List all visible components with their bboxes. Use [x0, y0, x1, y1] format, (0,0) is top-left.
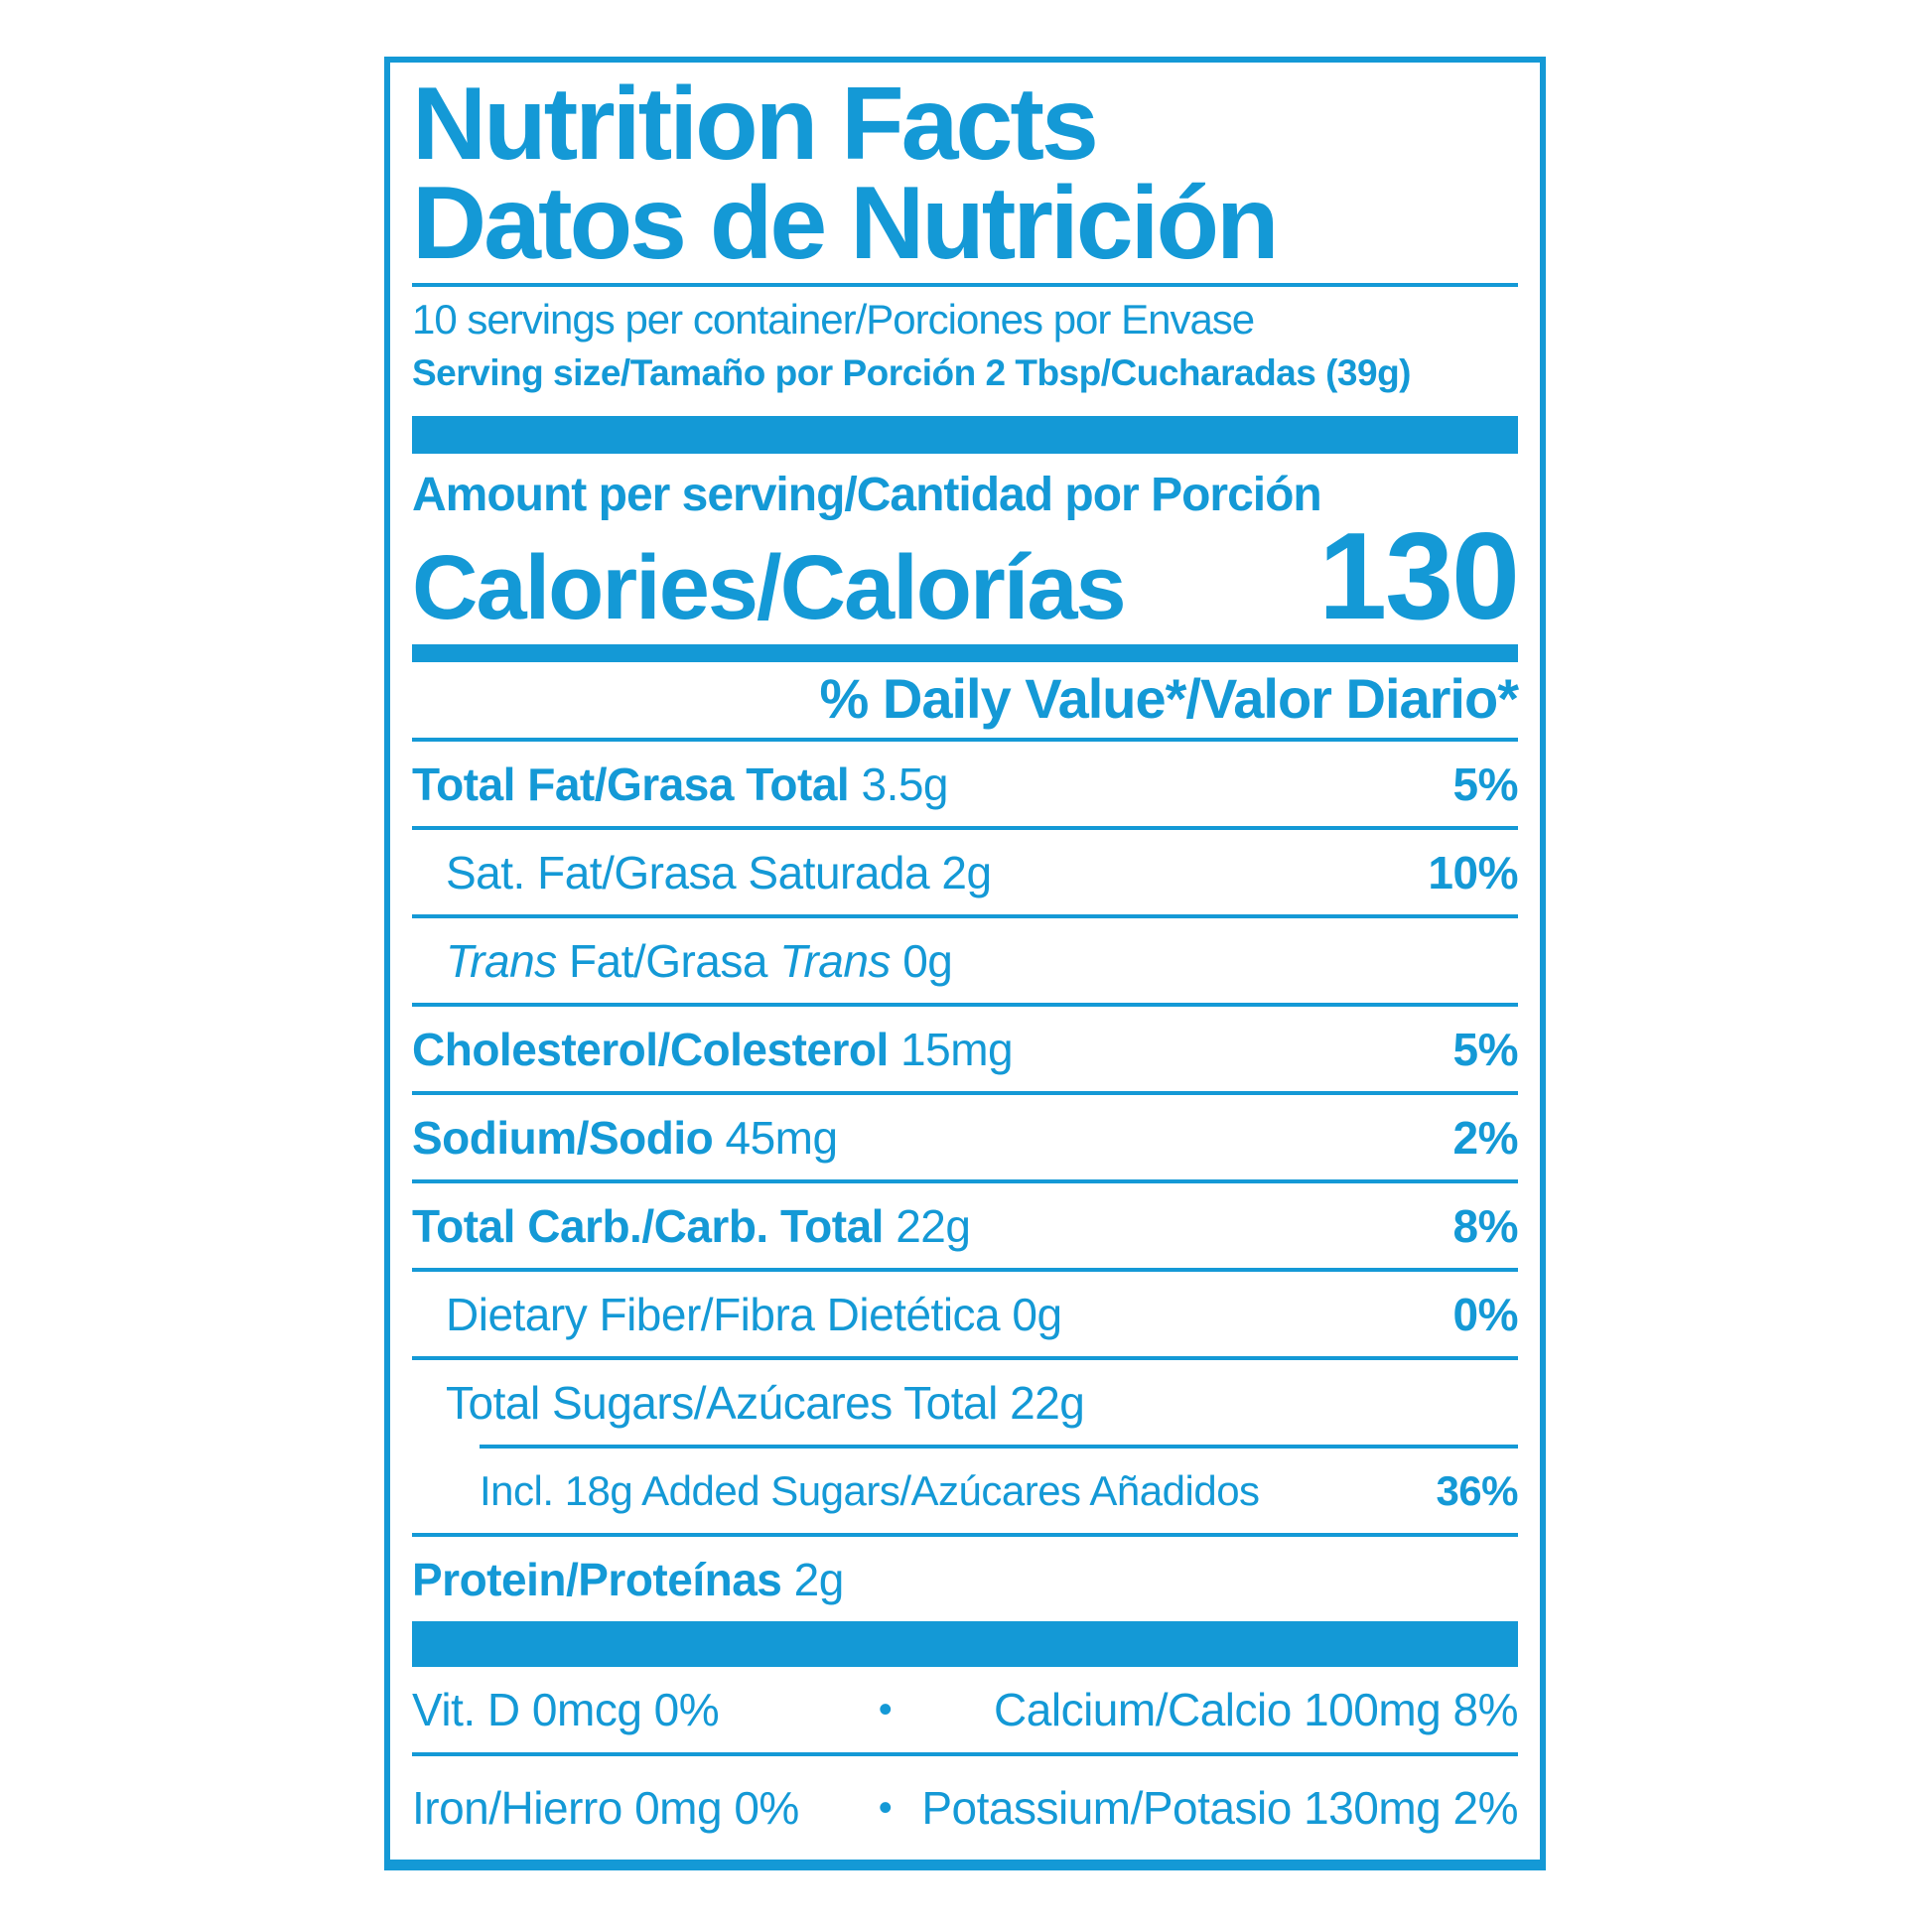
- nutrient-label: Sat. Fat/Grasa Saturada 2g: [446, 846, 992, 898]
- row-divider: [412, 1091, 1518, 1095]
- nutrient-row-total-sugars: Total Sugars/Azúcares Total 22g: [412, 1360, 1518, 1445]
- nutrient-row-trans-fat: Trans Fat/Grasa Trans 0g: [412, 918, 1518, 1003]
- nutrient-label: Dietary Fiber/Fibra Dietética 0g: [446, 1288, 1062, 1340]
- nutrient-label: Sodium/Sodio 45mg: [412, 1111, 838, 1164]
- nutrient-label: Total Sugars/Azúcares Total 22g: [446, 1376, 1085, 1429]
- nutrient-row-sodium: Sodium/Sodio 45mg 2%: [412, 1095, 1519, 1179]
- nutrient-row-added-sugars: Incl. 18g Added Sugars/Azúcares Añadidos…: [412, 1449, 1518, 1533]
- nutrient-row-total-fat: Total Fat/Grasa Total 3.5g 5%: [412, 742, 1519, 826]
- daily-value-percent: 8%: [1452, 1199, 1519, 1252]
- daily-value-percent: 36%: [1436, 1466, 1518, 1514]
- row-divider-indented: [480, 1445, 1518, 1449]
- bullet-separator-icon: •: [878, 1786, 893, 1830]
- daily-value-header: % Daily Value*/Valor Diario*: [819, 667, 1519, 730]
- label-title: Nutrition Facts Datos de Nutrición: [412, 67, 1518, 281]
- medium-divider-bar: [412, 644, 1518, 662]
- nutrition-facts-label: Nutrition Facts Datos de Nutrición 10 se…: [384, 57, 1546, 1870]
- potassium-value: Potassium/Potasio 130mg 2%: [921, 1782, 1518, 1834]
- nutrient-label: Total Fat/Grasa Total 3.5g: [412, 758, 949, 810]
- micronutrient-row-2: Iron/Hierro 0mg 0% • Potassium/Potasio 1…: [412, 1756, 1518, 1860]
- row-divider: [412, 826, 1518, 830]
- nutrient-label: Cholesterol/Colesterol 15mg: [412, 1023, 1014, 1075]
- nutrient-label: Total Carb./Carb. Total 22g: [412, 1199, 971, 1252]
- title-divider: [412, 283, 1518, 287]
- row-divider: [412, 1003, 1518, 1007]
- row-divider: [412, 1268, 1518, 1272]
- row-divider: [412, 1533, 1518, 1537]
- row-divider: [412, 1356, 1518, 1360]
- nutrient-row-cholesterol: Cholesterol/Colesterol 15mg 5%: [412, 1007, 1519, 1091]
- vitamin-d-value: Vit. D 0mcg 0%: [412, 1684, 720, 1735]
- daily-value-percent: 0%: [1452, 1288, 1519, 1340]
- amount-per-serving: Amount per serving/Cantidad por Porción: [412, 469, 1322, 521]
- calories-value: 130: [1318, 508, 1520, 645]
- title-line-spanish: Datos de Nutrición: [412, 166, 1280, 281]
- nutrient-label: Trans Fat/Grasa Trans 0g: [446, 934, 953, 987]
- row-divider: [412, 1179, 1518, 1183]
- thick-divider-bar: [412, 416, 1518, 454]
- footer-divider-bar: [412, 1621, 1518, 1667]
- daily-value-percent: 2%: [1452, 1111, 1519, 1164]
- calcium-value: Calcium/Calcio 100mg 8%: [994, 1684, 1518, 1735]
- serving-size: Serving size/Tamaño por Porción 2 Tbsp/C…: [412, 352, 1412, 393]
- iron-value: Iron/Hierro 0mg 0%: [412, 1782, 799, 1834]
- row-divider: [412, 738, 1518, 742]
- calories-label: Calories/Calorías: [412, 537, 1127, 638]
- row-divider: [412, 914, 1518, 918]
- nutrient-row-sat-fat: Sat. Fat/Grasa Saturada 2g 10%: [412, 830, 1518, 914]
- nutrient-label: Protein/Proteínas 2g: [412, 1553, 844, 1605]
- calories-line: Calories/Calorías 130: [412, 508, 1520, 645]
- bullet-separator-icon: •: [878, 1688, 893, 1731]
- servings-per-container: 10 servings per container/Porciones por …: [412, 296, 1255, 343]
- daily-value-percent: 10%: [1428, 846, 1518, 898]
- spacer: [412, 730, 1518, 738]
- daily-value-percent: 5%: [1452, 758, 1519, 810]
- row-divider: [412, 1752, 1518, 1756]
- nutrient-row-protein: Protein/Proteínas 2g: [412, 1537, 1518, 1621]
- nutrient-row-total-carb: Total Carb./Carb. Total 22g 8%: [412, 1183, 1519, 1268]
- title-line-english: Nutrition Facts: [412, 67, 1099, 182]
- micronutrient-row-1: Vit. D 0mcg 0% • Calcium/Calcio 100mg 8%: [412, 1667, 1518, 1752]
- nutrient-row-dietary-fiber: Dietary Fiber/Fibra Dietética 0g 0%: [412, 1272, 1519, 1356]
- nutrient-label: Incl. 18g Added Sugars/Azúcares Añadidos: [480, 1466, 1260, 1514]
- daily-value-percent: 5%: [1452, 1023, 1519, 1075]
